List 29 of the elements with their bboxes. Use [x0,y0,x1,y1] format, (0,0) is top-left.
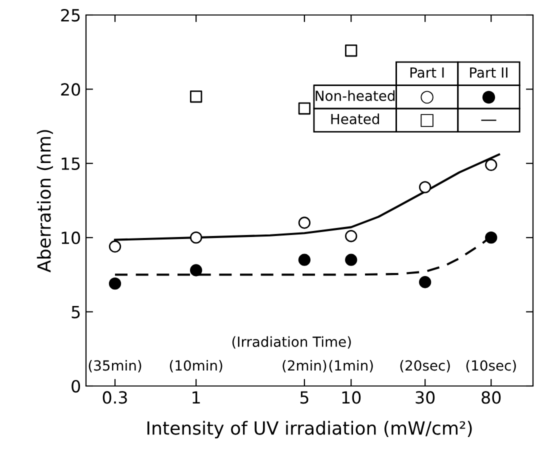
annotation: (Irradiation Time) [232,336,351,349]
y-tick-label: 0 [72,380,80,393]
annotation: (10min) [170,360,222,372]
annotation: ○ [420,90,434,104]
y-tick-label: 15 [62,158,80,170]
y-tick-label: 20 [61,83,80,96]
y-tick-label: 10 [62,232,80,244]
annotation: Non-heated [316,90,395,102]
x-tick-label: 0.3 [102,391,127,404]
annotation: (20sec) [400,360,450,372]
annotation: ● [482,90,496,104]
annotation: Part II [470,67,508,78]
annotation: □ [420,114,434,127]
annotation: (35min) [88,360,142,372]
annotation: (10sec) [466,360,516,372]
x-tick-label: 5 [300,391,308,404]
x-tick-label: 1 [192,391,200,404]
x-tick-label: 80 [482,391,501,404]
y-tick-label: 25 [61,8,80,22]
y-axis-title: Aberration (nm) [36,130,53,272]
annotation: (2min) [282,360,326,372]
y-tick-label: 5 [72,306,80,318]
annotation: Heated [331,114,379,124]
annotation: (1min) [329,360,373,372]
x-axis-title: Intensity of UV irradiation (mW/cm²) [147,420,472,438]
x-tick-label: 10 [342,391,361,404]
x-tick-label: 30 [416,391,435,404]
annotation: Part I [410,67,444,78]
annotation: — [481,120,496,121]
